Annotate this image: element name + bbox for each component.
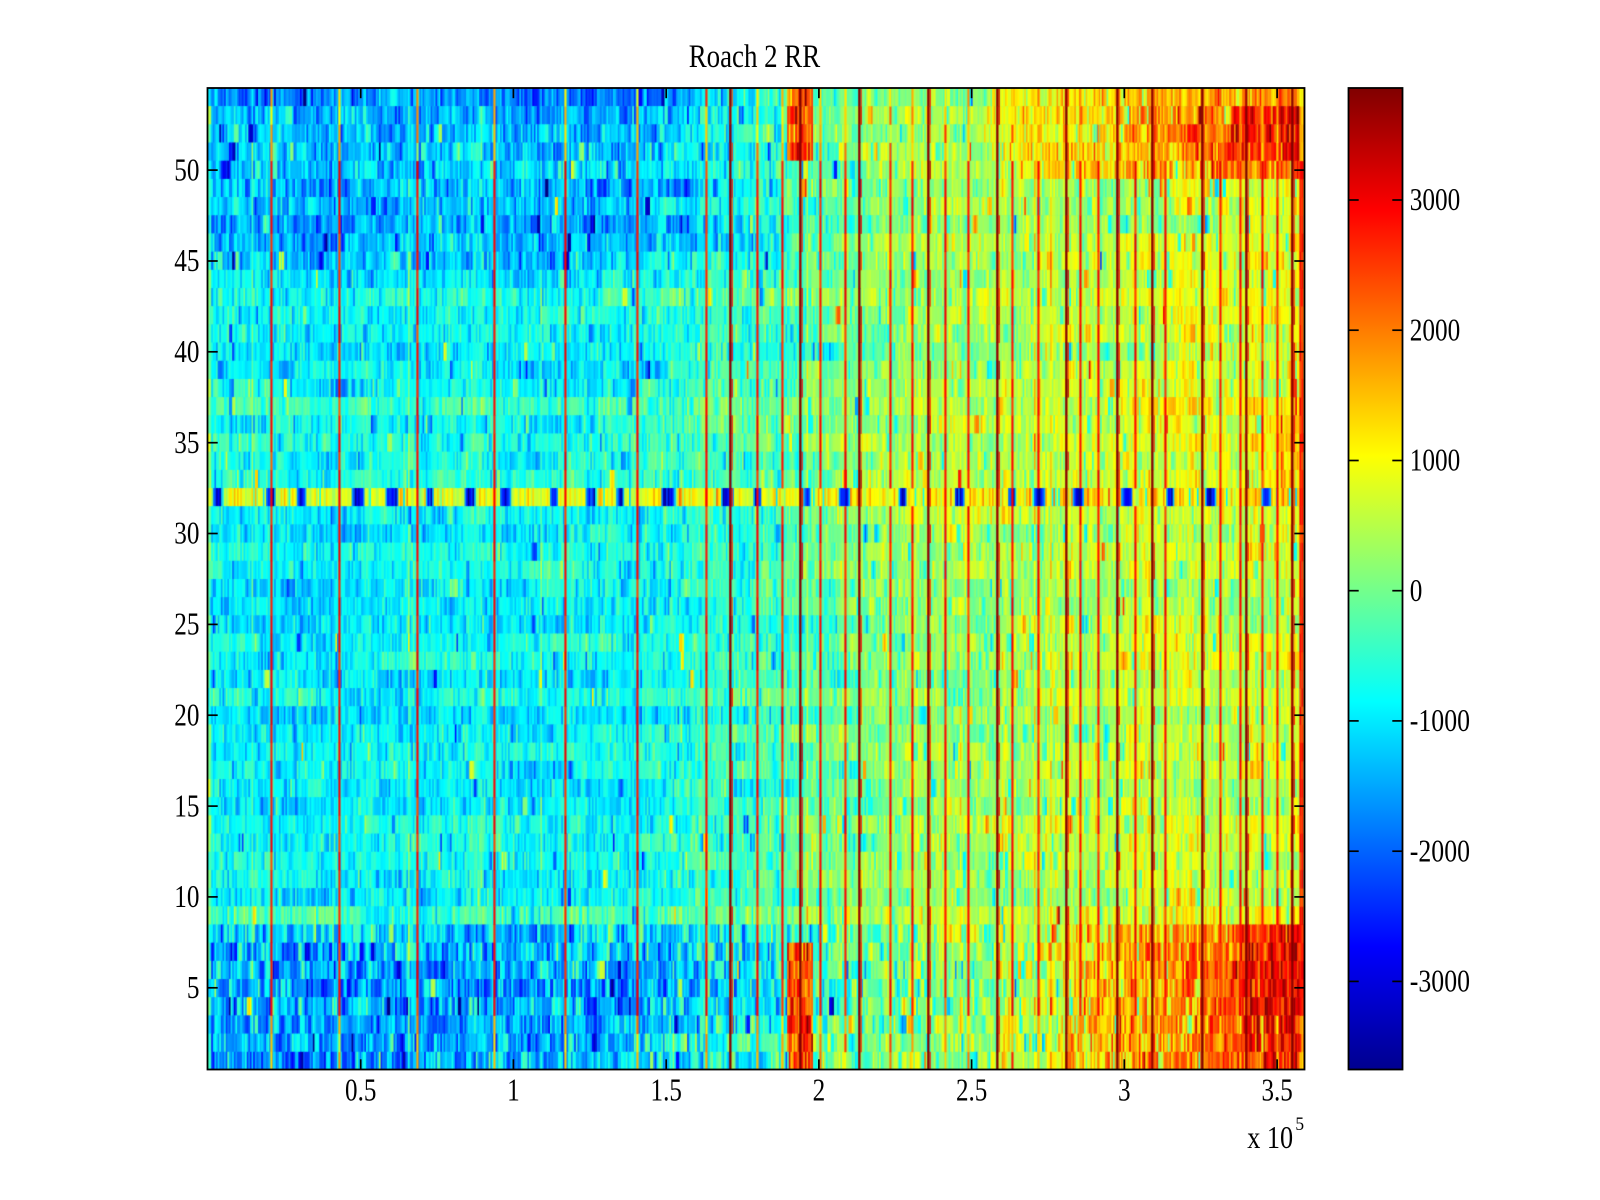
svg-text:45: 45 [174,243,199,278]
svg-text:0: 0 [1410,573,1423,608]
svg-text:10: 10 [174,879,199,914]
svg-text:2: 2 [813,1073,826,1108]
svg-text:1.5: 1.5 [651,1073,682,1108]
svg-text:35: 35 [174,425,199,460]
svg-text:1: 1 [507,1073,520,1108]
svg-text:3.5: 3.5 [1261,1073,1292,1108]
svg-text:5: 5 [1295,1115,1304,1135]
svg-text:30: 30 [174,516,199,551]
svg-text:2000: 2000 [1410,312,1461,347]
svg-text:50: 50 [174,152,199,187]
svg-text:20: 20 [174,697,199,732]
svg-text:x 10: x 10 [1247,1120,1293,1155]
svg-text:Roach 2 RR: Roach 2 RR [689,39,821,75]
svg-text:-3000: -3000 [1410,964,1470,999]
svg-text:0.5: 0.5 [345,1073,376,1108]
svg-text:3000: 3000 [1410,182,1461,217]
svg-text:2.5: 2.5 [956,1073,987,1108]
svg-text:1000: 1000 [1410,443,1461,478]
svg-text:5: 5 [187,970,200,1005]
svg-text:40: 40 [174,334,199,369]
svg-text:-2000: -2000 [1410,833,1470,868]
svg-text:-1000: -1000 [1410,703,1470,738]
svg-text:25: 25 [174,607,199,642]
svg-text:3: 3 [1118,1073,1131,1108]
svg-text:15: 15 [174,788,199,823]
